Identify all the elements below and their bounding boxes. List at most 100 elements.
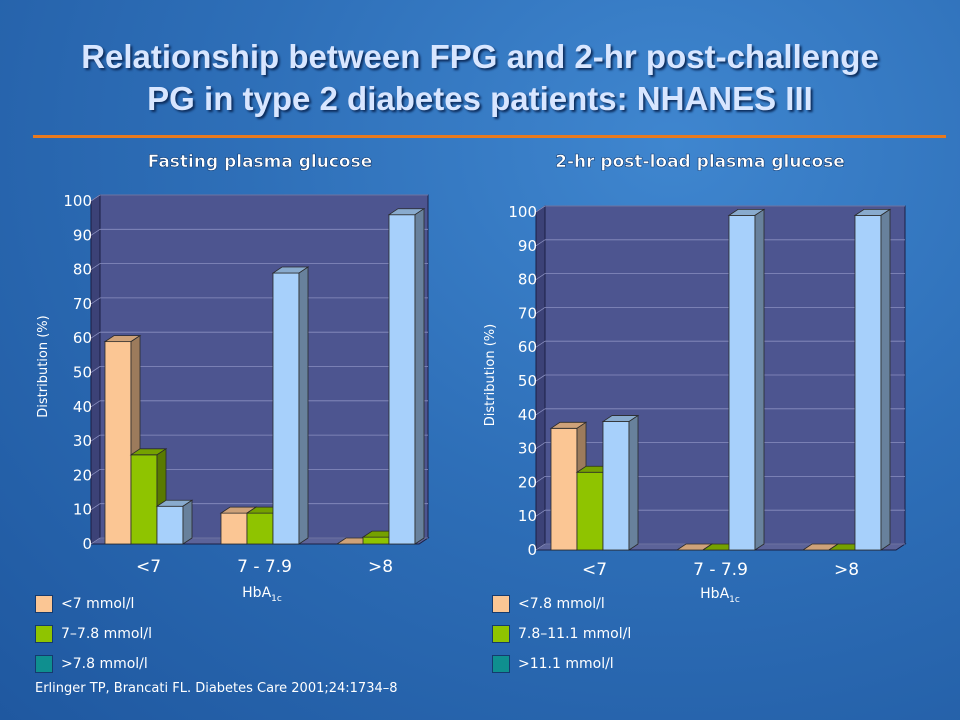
- legend-label: <7 mmol/l: [61, 596, 135, 612]
- bar: [853, 208, 892, 551]
- bar: [387, 207, 426, 545]
- bar-front: [130, 454, 158, 545]
- gridline-side: [90, 503, 101, 511]
- bar-front: [220, 512, 248, 545]
- y-tick-label: 30: [518, 440, 537, 458]
- gridline-side: [90, 297, 101, 305]
- x-axis-label-main: HbA: [242, 585, 271, 601]
- bar-side: [754, 208, 765, 551]
- bar-front: [576, 471, 604, 551]
- gridline-side: [535, 476, 546, 483]
- bar: [727, 208, 766, 551]
- bar-side: [182, 499, 193, 545]
- y-tick-label: 100: [63, 192, 92, 210]
- legend-item-fpg-3: >7.8 mmol/l: [35, 654, 148, 674]
- bar-front: [728, 214, 756, 551]
- x-axis-label-subscript: 1c: [271, 594, 282, 604]
- legend-swatch: [35, 655, 53, 673]
- legend-swatch: [35, 625, 53, 643]
- bar-side: [414, 207, 425, 545]
- bar: [601, 414, 640, 551]
- y-tick-label: 60: [73, 329, 92, 347]
- gridline-side: [535, 340, 546, 348]
- legend-label: 7.8–11.1 mmol/l: [518, 626, 632, 642]
- legend-item-pg-3: >11.1 mmol/l: [492, 654, 614, 674]
- y-tick-label: 40: [518, 406, 537, 424]
- y-tick-label: 10: [73, 501, 92, 519]
- y-tick-label: 0: [82, 535, 92, 553]
- gridline-side: [535, 307, 546, 314]
- y-tick-label: 90: [518, 237, 537, 255]
- legend-item-fpg-1: <7 mmol/l: [35, 594, 134, 614]
- gridline-side: [90, 469, 101, 476]
- slide-title-line-2: PG in type 2 diabetes patients: NHANES I…: [147, 80, 813, 117]
- bar-front: [854, 214, 882, 551]
- chart-title: Fasting plasma glucose: [148, 152, 373, 172]
- chart-2: 2-hr post-load plasma glucose 0 10 20 30 40 50…: [483, 152, 907, 605]
- bar-side: [298, 266, 309, 545]
- y-tick-label: 30: [73, 432, 92, 450]
- x-tick-label: >8: [834, 560, 859, 580]
- legend-swatch: [492, 625, 510, 643]
- legend-item-fpg-2: 7–7.8 mmol/l: [35, 624, 152, 644]
- y-tick-label: 80: [73, 261, 92, 279]
- gridline-side: [90, 331, 101, 339]
- y-tick-label: 20: [518, 473, 537, 491]
- x-tick-label: 7 - 7.9: [693, 560, 748, 580]
- y-tick-label: 50: [73, 364, 92, 382]
- x-axis-label: HbA1c: [242, 585, 282, 604]
- legend-swatch: [492, 595, 510, 613]
- x-tick-label: <7: [582, 560, 607, 580]
- bar-side: [628, 414, 639, 551]
- legend-label: 7–7.8 mmol/l: [61, 626, 152, 642]
- gridline-side: [90, 228, 101, 236]
- gridline-side: [90, 263, 101, 270]
- bar-front: [246, 512, 274, 545]
- bar-front: [272, 272, 300, 545]
- chart-1: Fasting plasma glucose 0 10 20 30 40 50 60 70 80 9…: [36, 152, 430, 604]
- legend-item-pg-1: <7.8 mmol/l: [492, 594, 605, 614]
- y-tick-label: 100: [508, 203, 537, 221]
- gridline-side: [535, 205, 546, 213]
- y-tick-label: 0: [527, 541, 537, 559]
- bar-side: [880, 208, 891, 551]
- y-tick-label: 60: [518, 338, 537, 356]
- y-tick-label: 10: [518, 507, 537, 525]
- gridline-side: [90, 537, 101, 545]
- chart-title: 2-hr post-load plasma glucose: [555, 152, 845, 172]
- bar-front: [550, 427, 578, 551]
- slide-title-line-1: Relationship between FPG and 2-hr post-c…: [81, 38, 879, 75]
- legend-label: >11.1 mmol/l: [518, 656, 614, 672]
- y-tick-label: 80: [518, 271, 537, 289]
- x-tick-label: >8: [368, 557, 393, 577]
- gridline-side: [535, 273, 546, 280]
- legend-item-pg-2: 7.8–11.1 mmol/l: [492, 624, 631, 644]
- title-divider: [33, 135, 946, 138]
- x-axis-label-subscript: 1c: [729, 595, 740, 605]
- bar: [271, 266, 310, 545]
- gridline-side: [90, 366, 101, 373]
- y-tick-label: 50: [518, 372, 537, 390]
- gridline-side: [535, 543, 546, 551]
- y-tick-label: 70: [73, 295, 92, 313]
- y-tick-label: 70: [518, 304, 537, 322]
- x-tick-label: <7: [136, 557, 161, 577]
- bar-front: [104, 341, 132, 545]
- gridline-side: [90, 194, 101, 202]
- bar-front: [362, 536, 390, 545]
- bar-front: [602, 421, 630, 551]
- gridline-side: [535, 374, 546, 382]
- gridline-side: [535, 509, 546, 517]
- bar: [155, 499, 194, 545]
- legend-label: <7.8 mmol/l: [518, 596, 605, 612]
- x-axis-label-main: HbA: [700, 586, 729, 602]
- x-tick-label: 7 - 7.9: [237, 557, 292, 577]
- citation: Erlinger TP, Brancati FL. Diabetes Care …: [35, 681, 398, 696]
- bar-front: [388, 214, 416, 545]
- gridline-side: [535, 408, 546, 416]
- gridline-side: [535, 239, 546, 247]
- y-tick-label: 20: [73, 466, 92, 484]
- y-axis-label: Distribution (%): [36, 315, 51, 417]
- y-axis-label: Distribution (%): [483, 324, 498, 426]
